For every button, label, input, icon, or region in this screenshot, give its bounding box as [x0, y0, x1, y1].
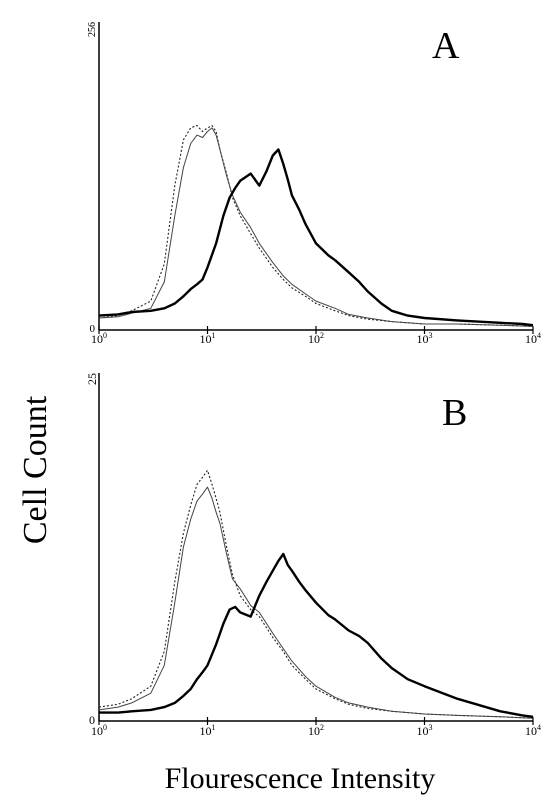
panel-b-thin-series-line: [98, 486, 534, 719]
panel-b-x-ticks: 100 101 102 103 104: [91, 717, 541, 738]
panel-b-x-tick-label: 104: [525, 723, 541, 738]
panel-a-x-tick-label: 103: [417, 331, 433, 346]
panel-a-dotted-series-line: [98, 124, 534, 327]
panel-a-y-min-tick: 0: [90, 323, 96, 335]
panel-a-x-tick-label: 102: [308, 331, 324, 346]
y-axis-label: Cell Count: [17, 395, 54, 544]
panel-b-y-min-tick: 0: [89, 713, 95, 727]
panel-a-x-ticks: 100 101 102 103 104: [91, 326, 541, 346]
panel-a-label: A: [432, 25, 460, 67]
panel-a: A 256 0 100 101 102 103 104: [87, 22, 541, 346]
panel-a-x-tick-label: 101: [200, 331, 216, 346]
panel-b-y-max-tick: 25: [85, 373, 99, 385]
panel-a-x-tick-label: 104: [525, 331, 541, 346]
panel-a-y-max-tick: 256: [87, 22, 98, 37]
panel-b-thick-series-line: [99, 552, 534, 718]
panel-b-label: B: [442, 392, 467, 434]
panel-b-x-tick-label: 100: [91, 723, 107, 738]
panel-b-x-tick-label: 101: [200, 723, 216, 738]
x-axis-label: Flourescence Intensity: [165, 762, 436, 795]
panel-a-series: [98, 124, 534, 327]
panel-b-series: [98, 469, 534, 719]
panel-b-x-tick-label: 102: [308, 723, 324, 738]
panel-a-thick-series-line: [98, 148, 534, 327]
panel-a-thin-series-line: [98, 127, 534, 327]
panel-b-x-tick-label: 103: [417, 723, 433, 738]
panel-a-x-tick-label: 100: [91, 331, 107, 346]
panel-b: B 25 0 100 101 102 103 104: [85, 373, 541, 738]
panel-b-dotted-series-line: [98, 469, 534, 719]
